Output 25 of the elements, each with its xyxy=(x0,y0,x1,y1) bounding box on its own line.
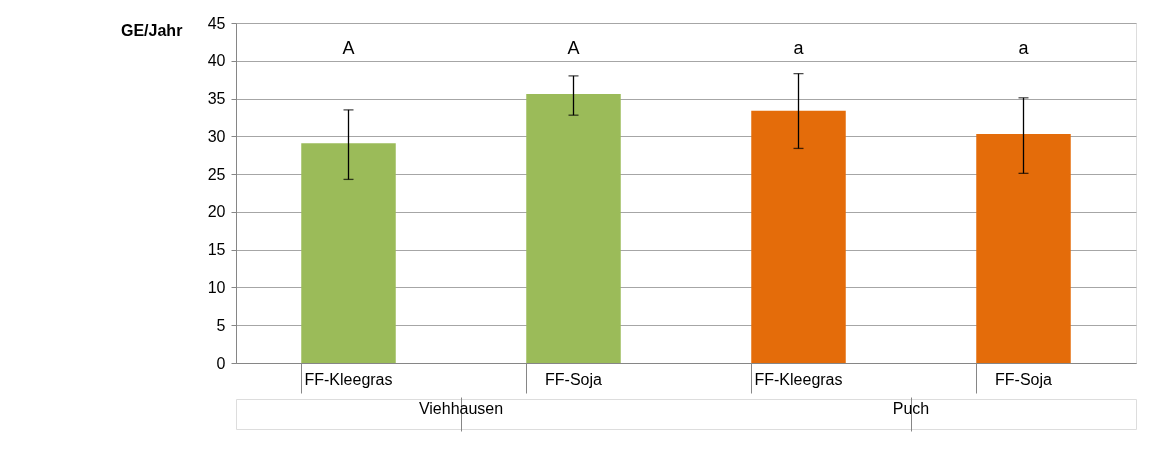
y-tick-label: 35 xyxy=(207,90,226,108)
x-tick-label: FF-Kleegras xyxy=(304,370,393,388)
bar xyxy=(976,134,1071,363)
text: Viehhausen xyxy=(418,400,504,417)
annotation: a xyxy=(793,38,805,58)
y-tick-label: 20 xyxy=(207,203,226,221)
bar xyxy=(301,143,396,363)
bar xyxy=(526,94,621,363)
y-tick-label: 30 xyxy=(207,127,226,145)
x-tick-label: FF-Soja xyxy=(995,370,1053,388)
y-tick-label: 40 xyxy=(207,52,226,70)
x-tick-label: FF-Kleegras xyxy=(754,370,843,388)
y-tick-label: 0 xyxy=(216,354,226,372)
y-tick-label: 5 xyxy=(216,316,226,334)
y-tick-label: 10 xyxy=(207,278,226,296)
annotation: A xyxy=(342,38,355,58)
annotation: A xyxy=(567,38,580,58)
x-tick-label: FF-Soja xyxy=(545,370,603,388)
y-axis-title: GE/Jahr xyxy=(121,22,183,39)
annotation: a xyxy=(1018,38,1030,58)
bar xyxy=(751,110,846,363)
y-tick-label: 15 xyxy=(207,241,226,259)
y-tick-label: 45 xyxy=(207,14,226,32)
y-tick-label: 25 xyxy=(207,165,226,183)
text: Puch xyxy=(892,400,930,417)
